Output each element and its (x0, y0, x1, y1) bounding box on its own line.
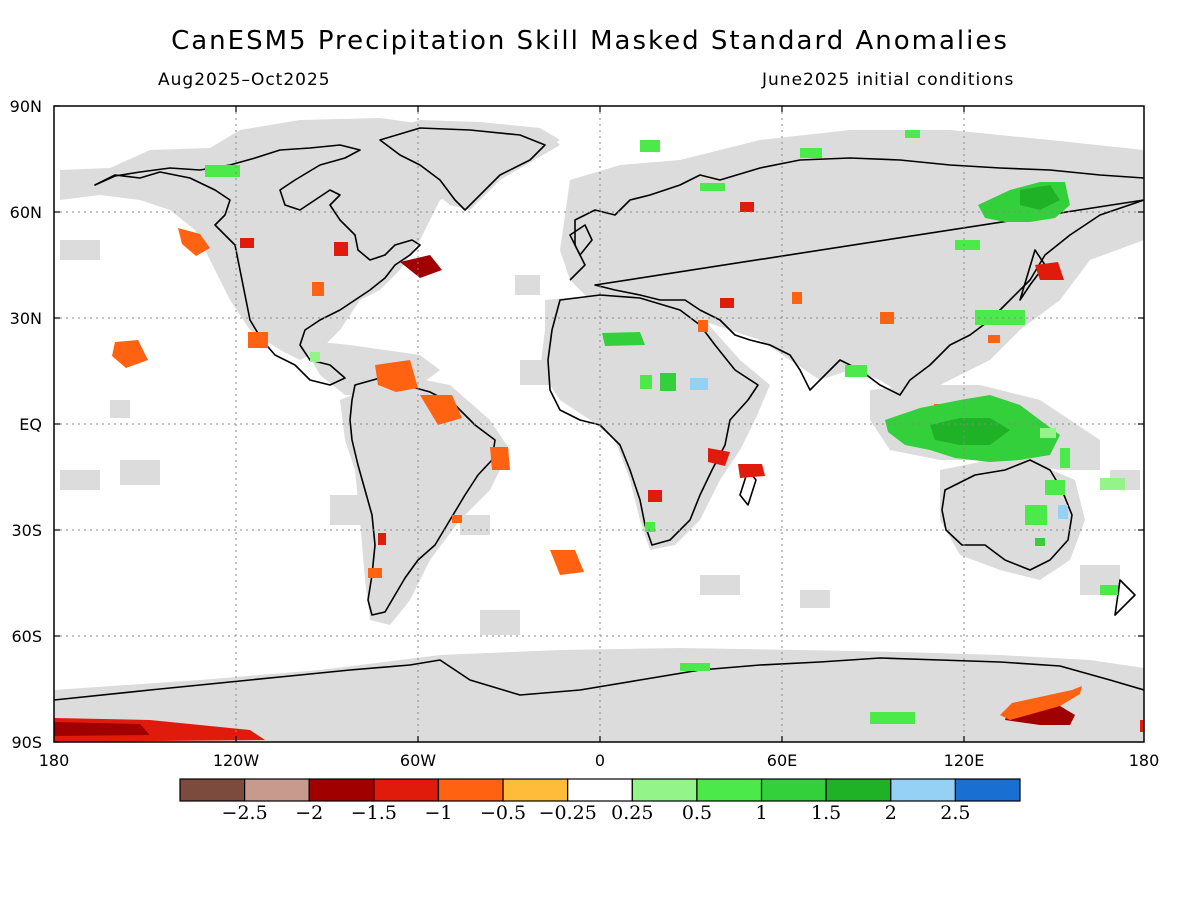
lat-label: EQ (19, 415, 42, 434)
coast-australia (941, 459, 1073, 571)
coast-new-zealand (1114, 579, 1136, 616)
colorbar-swatch (567, 778, 633, 802)
lat-label: 30N (10, 309, 42, 328)
lat-label: 30S (11, 521, 42, 540)
anomaly-gulf-of-alaska (178, 228, 210, 256)
coast-north-america (94, 144, 421, 386)
colorbar-swatch (502, 778, 569, 802)
colorbar-label: 2.5 (940, 802, 970, 824)
colorbar-swatch (244, 778, 310, 802)
anomaly-antarctica-ross-edge (1000, 686, 1082, 720)
lat-label: 60N (10, 203, 42, 222)
colorbar-swatch (954, 778, 1021, 802)
mask-south-america (340, 375, 510, 625)
lon-label: 180 (39, 751, 70, 770)
anomaly-guianas (420, 395, 462, 425)
colorbar-label: −1.5 (351, 802, 397, 824)
anomaly-australia-northeast (1025, 505, 1047, 525)
colorbar-label: −2 (295, 802, 323, 824)
longitude-labels: 180 120W 60W 0 60E 120E 180 (39, 751, 1160, 770)
coast-greenland (379, 127, 546, 211)
anomaly-east-africa (708, 448, 730, 466)
anomaly-southern-africa (648, 490, 662, 502)
colorbar-label: −2.5 (222, 802, 268, 824)
colorbar-swatch (825, 778, 892, 802)
tick-marks (54, 105, 1144, 743)
colorbar: −2.5 −2 −1.5 −1 −0.5 −0.25 0.25 0.5 1 1.5 2 2.5 (179, 778, 1021, 824)
anomaly-great-lakes (312, 282, 324, 296)
anomaly-south-atlantic-island (550, 550, 584, 575)
coast-antarctica (54, 657, 1144, 701)
anomaly-siberia-core (1020, 185, 1060, 210)
anomaly-caribbean (375, 360, 418, 392)
coast-eurasia (569, 157, 1144, 396)
anomaly-maritime-core (930, 418, 1010, 445)
lon-label: 180 (1129, 751, 1160, 770)
anomaly-hawaii (112, 340, 148, 368)
map-title: CanESM5 Precipitation Skill Masked Stand… (171, 26, 1009, 56)
anomaly-newfoundland (400, 255, 442, 278)
anomaly-antarctica-west-core (54, 722, 150, 736)
negative-anomaly-layer (54, 202, 1144, 742)
lon-label: 60W (400, 751, 436, 770)
colorbar-swatch (437, 778, 504, 802)
anomaly-japan (1035, 262, 1064, 280)
colorbar-label: −0.5 (480, 802, 526, 824)
colorbar-label: 1.5 (811, 802, 841, 824)
coast-uk (569, 224, 593, 256)
anomaly-brazil-east (490, 447, 510, 470)
colorbar-swatch (179, 778, 246, 802)
forecast-period: Aug2025–Oct2025 (158, 70, 331, 90)
lon-label: 60E (767, 751, 797, 770)
colorbar-swatch (890, 778, 956, 802)
mask-africa (540, 295, 770, 550)
colorbar-label: −0.25 (539, 802, 597, 824)
anomaly-hudson-quebec (334, 242, 348, 256)
coast-south-america (349, 377, 496, 616)
positive-anomaly-layer (205, 130, 1125, 724)
colorbar-swatch (631, 778, 698, 802)
colorbar-swatch (308, 778, 375, 802)
lat-label: 90N (10, 97, 42, 116)
anomaly-sahel (602, 332, 645, 346)
anomaly-madagascar (738, 464, 765, 478)
latitude-labels: 90N 60N 30N EQ 30S 60S 90S (10, 97, 42, 752)
colorbar-label: 1 (755, 802, 767, 824)
colorbar-swatch (373, 778, 440, 802)
coast-japan (1019, 249, 1046, 301)
graticule (54, 106, 1144, 742)
anomaly-mexico-pacific (248, 332, 268, 348)
colorbar-label: 0.5 (682, 802, 712, 824)
lon-label: 120E (944, 751, 985, 770)
colorbar-swatch (696, 778, 763, 802)
lat-label: 60S (11, 627, 42, 646)
colorbar-label: −1 (424, 802, 452, 824)
colorbar-label: 2 (885, 802, 897, 824)
colorbar-label: 0.25 (611, 802, 653, 824)
colorbar-swatch (760, 778, 827, 802)
initial-conditions: June2025 initial conditions (762, 70, 1015, 90)
lon-label: 0 (595, 751, 605, 770)
lon-label: 120W (213, 751, 260, 770)
lat-label: 90S (11, 733, 42, 752)
